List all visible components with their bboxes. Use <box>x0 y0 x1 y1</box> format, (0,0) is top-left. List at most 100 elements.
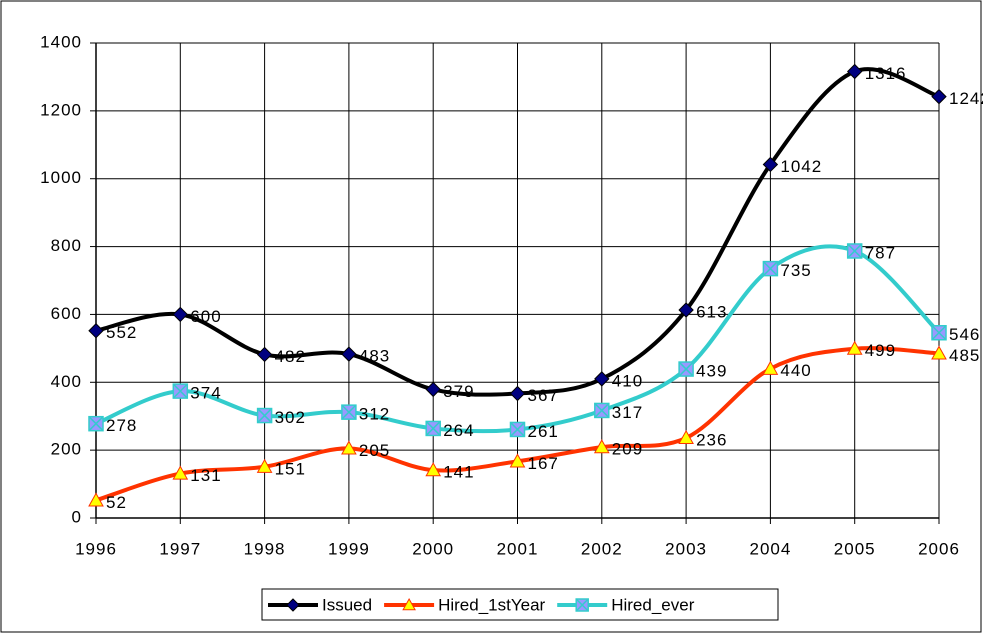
data-label: 440 <box>780 361 811 380</box>
marker <box>88 323 104 339</box>
x-tick-label: 2003 <box>665 539 707 558</box>
data-label: 264 <box>443 421 474 440</box>
data-label: 374 <box>190 384 221 403</box>
data-label: 151 <box>275 459 306 478</box>
marker <box>172 465 189 480</box>
legend: Issued Hired_1stYear Hired_ever <box>261 588 779 621</box>
marker <box>341 404 357 420</box>
marker-x <box>678 361 694 377</box>
marker-x <box>575 598 589 612</box>
data-label: 613 <box>696 303 727 322</box>
data-label: 546 <box>949 325 980 344</box>
marker <box>678 429 694 445</box>
markers <box>88 63 947 507</box>
x-tick-label: 1998 <box>244 539 286 558</box>
marker <box>88 415 104 432</box>
marker <box>575 598 589 612</box>
data-label: 1042 <box>780 157 822 176</box>
marker <box>762 260 779 277</box>
marker <box>402 597 416 611</box>
marker <box>256 407 273 424</box>
marker-x <box>425 420 441 436</box>
marker <box>931 88 947 105</box>
marker <box>846 243 863 259</box>
y-tick-label: 400 <box>51 372 82 391</box>
marker <box>425 381 441 398</box>
marker <box>425 420 441 437</box>
series-line <box>95 67 940 397</box>
marker <box>762 360 779 375</box>
legend-box <box>261 588 779 621</box>
data-label: 482 <box>275 347 306 366</box>
x-tick-label: 2002 <box>581 539 623 558</box>
legend-label: Hired_ever <box>611 595 694 614</box>
marker <box>678 361 694 377</box>
data-label: 302 <box>275 408 306 427</box>
marker-x <box>88 416 104 432</box>
marker <box>172 306 189 323</box>
legend-label: Hired_1stYear <box>438 595 545 614</box>
marker <box>509 385 526 402</box>
data-label: 379 <box>443 382 474 401</box>
marker-x <box>172 383 188 399</box>
x-tick-label: 1996 <box>75 539 117 558</box>
marker <box>172 383 189 399</box>
x-tick-label: 2000 <box>412 539 454 558</box>
x-tick-label: 2004 <box>749 539 791 558</box>
marker <box>341 440 357 455</box>
marker <box>594 402 610 419</box>
marker <box>846 63 863 80</box>
marker-x <box>847 243 863 259</box>
y-tick-label: 800 <box>51 236 82 255</box>
marker-x <box>257 408 273 424</box>
y-tick-label: 1400 <box>40 32 82 51</box>
grid: 0 200 400 600 800 1000 1200 1400 1996 1997 1998 199… <box>40 32 959 558</box>
marker <box>931 325 947 341</box>
data-label: 439 <box>696 362 727 381</box>
y-tick-label: 200 <box>51 440 82 459</box>
data-label: 317 <box>612 403 643 422</box>
x-tick-label: 2005 <box>834 539 876 558</box>
marker <box>509 453 526 468</box>
data-label: 141 <box>443 463 474 482</box>
marker <box>256 458 273 473</box>
x-tick-label: 1997 <box>159 539 201 558</box>
data-label: 600 <box>190 307 221 326</box>
marker-x <box>594 402 610 418</box>
marker-x <box>931 325 947 341</box>
data-label: 1316 <box>865 64 907 83</box>
marker <box>88 492 104 507</box>
x-tick-label: 1999 <box>328 539 370 558</box>
data-label: 367 <box>528 386 559 405</box>
data-label: 552 <box>106 323 137 342</box>
marker <box>762 156 779 173</box>
marker <box>678 302 694 318</box>
legend-label: Issued <box>322 595 372 614</box>
data-label: 312 <box>359 405 390 424</box>
y-tick-label: 600 <box>51 304 82 323</box>
data-label: 52 <box>106 493 127 512</box>
data-label: 499 <box>865 341 896 360</box>
marker-x <box>341 404 357 420</box>
data-label: 205 <box>359 441 390 460</box>
data-label: 278 <box>106 416 137 435</box>
data-label: 485 <box>949 346 980 365</box>
data-label: 1242 <box>949 89 983 108</box>
data-label: 261 <box>528 422 559 441</box>
marker <box>286 598 300 612</box>
data-label: 735 <box>780 261 811 280</box>
marker <box>256 346 273 363</box>
data-label: 131 <box>190 466 221 485</box>
data-label: 236 <box>696 430 727 449</box>
marker <box>593 439 610 454</box>
marker <box>509 421 526 438</box>
y-tick-label: 0 <box>72 507 82 526</box>
labels: 552 600 482 483 379 367 410 613 1042 1316 1242 52 13… <box>106 64 983 512</box>
marker <box>341 346 357 362</box>
marker <box>931 345 947 360</box>
marker <box>846 340 863 355</box>
data-label: 483 <box>359 347 390 366</box>
y-tick-label: 1000 <box>40 168 82 187</box>
